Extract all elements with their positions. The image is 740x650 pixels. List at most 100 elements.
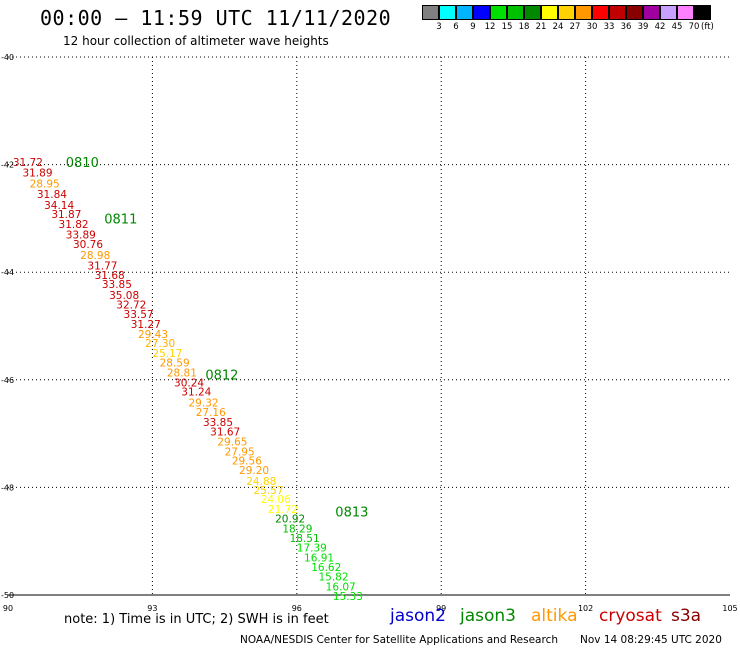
swh-data-point: 32.72: [116, 299, 146, 311]
color-scale-unit: (ft): [701, 22, 714, 32]
swh-data-point: 27.16: [196, 407, 226, 419]
swh-data-point: 20.92: [275, 514, 305, 526]
swh-data-point: 18.51: [290, 533, 320, 545]
swh-data-point: 33.85: [102, 279, 132, 291]
satellite-legend-item: jason2: [390, 606, 446, 626]
swh-data-point: 30.24: [174, 377, 204, 389]
color-swatch-label: 42: [654, 22, 666, 32]
swh-data-point: 29.43: [138, 329, 168, 341]
color-swatch-label: 24: [552, 22, 564, 32]
generated-timestamp: Nov 14 08:29:45 UTC 2020: [580, 634, 722, 646]
color-swatch: [575, 5, 592, 20]
y-tick-label: -50: [1, 591, 14, 600]
satellite-legend-item: altika: [531, 606, 578, 626]
color-swatch-label: 15: [501, 22, 513, 32]
color-swatch: [524, 5, 541, 20]
color-swatch-label: 45: [671, 22, 683, 32]
color-swatch-label: 70: [688, 22, 700, 32]
swh-data-point: 31.87: [51, 209, 81, 221]
y-tick-label: -44: [1, 268, 14, 277]
color-swatch: [677, 5, 694, 20]
x-tick-label: 96: [292, 604, 302, 613]
satellite-legend-item: cryosat: [599, 606, 662, 626]
color-swatch-label: 30: [586, 22, 598, 32]
chart-subtitle: 12 hour collection of altimeter wave hei…: [63, 34, 329, 48]
swh-data-point: 16.07: [326, 581, 356, 593]
swh-data-point: 25.17: [152, 348, 182, 360]
swh-data-point: 27.30: [145, 338, 175, 350]
swh-data-point: 29.32: [189, 397, 219, 409]
swh-data-point: 31.68: [95, 270, 125, 282]
satellite-legend-item: jason3: [460, 606, 516, 626]
swh-data-point: 31.84: [37, 189, 67, 201]
credit-line: NOAA/NESDIS Center for Satellite Applica…: [240, 634, 558, 646]
swh-data-point: 30.76: [73, 239, 103, 251]
swh-data-point: 34.14: [44, 200, 74, 212]
swh-data-point: 31.89: [22, 168, 52, 180]
swh-data-point: 27.95: [225, 446, 255, 458]
swh-data-point: 24.88: [246, 476, 276, 488]
swh-data-point: 28.95: [30, 178, 60, 190]
swh-data-point: 18.29: [282, 523, 312, 535]
swh-data-point: 35.08: [109, 290, 139, 302]
swh-data-point: 31.24: [181, 387, 211, 399]
color-swatch: [422, 5, 439, 20]
swh-data-point: 21.72: [268, 504, 298, 516]
color-swatch: [507, 5, 524, 20]
y-tick-label: -40: [1, 53, 14, 62]
swh-data-point: 15.33: [333, 591, 363, 603]
color-swatch-label: 36: [620, 22, 632, 32]
color-swatch: [626, 5, 643, 20]
color-swatch: [456, 5, 473, 20]
color-swatch: [592, 5, 609, 20]
color-swatch-label: 21: [535, 22, 547, 32]
swh-data-point: 31.72: [13, 157, 43, 169]
swh-data-point: 29.20: [239, 465, 269, 477]
color-swatch-label: 18: [518, 22, 530, 32]
color-swatch: [473, 5, 490, 20]
swh-data-point: 29.56: [232, 456, 262, 468]
swh-data-point: 28.59: [160, 358, 190, 370]
time-label: 0810: [66, 156, 99, 171]
swh-data-point: 28.98: [80, 250, 110, 262]
swh-data-point: 31.67: [210, 426, 240, 438]
color-swatch: [694, 5, 711, 20]
swh-data-point: 31.27: [131, 319, 161, 331]
swh-data-point: 28.81: [167, 367, 197, 379]
x-tick-label: 93: [147, 604, 157, 613]
satellite-legend-item: s3a: [671, 606, 702, 626]
swh-data-point: 15.82: [318, 572, 348, 584]
color-swatch-label: 33: [603, 22, 615, 32]
color-swatch: [609, 5, 626, 20]
swh-data-point: 16.62: [311, 562, 341, 574]
x-tick-label: 102: [578, 604, 593, 613]
color-swatch-label: 9: [470, 22, 476, 32]
color-swatch: [439, 5, 456, 20]
time-label: 0812: [205, 368, 238, 383]
color-swatch: [490, 5, 507, 20]
color-swatch: [541, 5, 558, 20]
y-tick-label: -46: [1, 376, 14, 385]
color-swatch-label: 27: [569, 22, 581, 32]
swh-data-point: 31.77: [87, 261, 117, 273]
swh-data-point: 17.39: [297, 543, 327, 555]
units-note: note: 1) Time is in UTC; 2) SWH is in fe…: [64, 612, 329, 627]
color-swatch: [643, 5, 660, 20]
color-swatch-label: 6: [453, 22, 459, 32]
swh-data-point: 29.65: [217, 437, 247, 449]
swh-data-point: 25.57: [253, 485, 283, 497]
swh-data-point: 31.82: [59, 219, 89, 231]
x-tick-label: 105: [722, 604, 737, 613]
chart-title: 00:00 – 11:59 UTC 11/11/2020: [40, 6, 392, 30]
color-swatch-label: 12: [484, 22, 496, 32]
time-label: 0811: [104, 212, 137, 227]
color-swatch: [558, 5, 575, 20]
y-tick-label: -48: [1, 483, 14, 492]
x-tick-label: 90: [3, 604, 13, 613]
x-tick-label: 99: [436, 604, 446, 613]
swh-data-point: 33.85: [203, 417, 233, 429]
color-swatch-label: 3: [436, 22, 442, 32]
color-swatch-label: 39: [637, 22, 649, 32]
swh-data-point: 33.89: [66, 230, 96, 242]
